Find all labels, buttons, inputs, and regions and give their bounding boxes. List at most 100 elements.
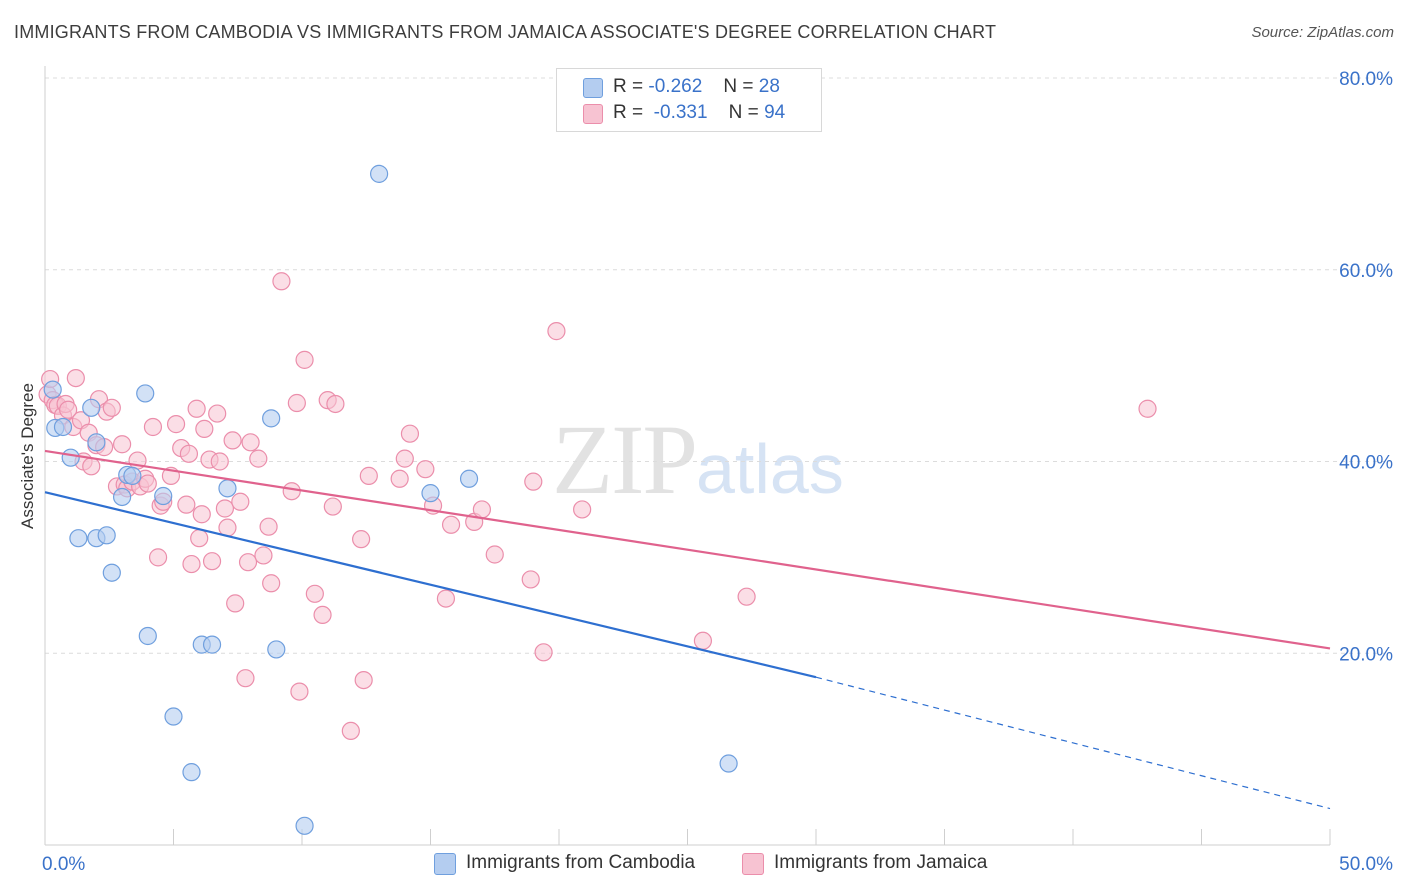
legend-r-label: R = xyxy=(613,102,644,123)
cambodia-swatch xyxy=(434,853,456,875)
correlation-legend: R = -0.262 N = 28 R = -0.331 N = 94 xyxy=(556,68,822,132)
legend-r-value: -0.331 xyxy=(653,102,708,123)
jamaica-point xyxy=(102,398,121,417)
legend-text-cambodia: R = -0.262 N = 28 xyxy=(613,76,780,98)
y-tick-label: 20.0% xyxy=(1339,644,1393,665)
jamaica-point xyxy=(236,669,255,688)
legend-n-label: N = xyxy=(728,102,759,123)
legend-text-jamaica: R = -0.331 N = 94 xyxy=(613,102,785,124)
jamaica-point xyxy=(138,474,157,493)
legend-n-value: 94 xyxy=(764,102,786,123)
jamaica-point xyxy=(352,530,371,549)
x-tick-label: 50.0% xyxy=(1339,854,1393,875)
tick-label-layer: 20.0% 40.0% 60.0% 80.0% 0.0% 50.0% xyxy=(42,69,1393,875)
jamaica-points xyxy=(38,272,1157,741)
legend-n-value: 28 xyxy=(758,76,780,97)
jamaica-point xyxy=(485,545,504,564)
cambodia-point xyxy=(421,484,440,503)
jamaica-point xyxy=(262,574,281,593)
jamaica-point xyxy=(249,449,268,468)
jamaica-point xyxy=(693,631,713,650)
watermark-atlas: atlas xyxy=(696,430,844,508)
jamaica-point xyxy=(202,552,222,571)
jamaica-point xyxy=(472,500,491,519)
cambodia-point xyxy=(295,816,314,835)
jamaica-point xyxy=(295,350,314,369)
cambodia-point xyxy=(136,384,155,403)
trend-layer xyxy=(44,449,1331,810)
cambodia-point xyxy=(69,529,88,548)
x-tick-label: 0.0% xyxy=(42,854,85,875)
jamaica-trend-line xyxy=(44,449,1331,650)
jamaica-point xyxy=(313,605,332,625)
cambodia-point xyxy=(82,398,101,417)
legend-r-label: R = xyxy=(613,76,644,97)
cambodia-point xyxy=(97,526,116,545)
jamaica-point xyxy=(192,505,211,524)
cambodia-point xyxy=(182,763,201,782)
jamaica-point xyxy=(521,570,540,589)
jamaica-point xyxy=(390,469,409,488)
cambodia-point xyxy=(154,486,173,506)
cambodia-point xyxy=(267,640,286,659)
jamaica-point xyxy=(177,495,196,514)
jamaica-point xyxy=(190,529,209,548)
jamaica-point xyxy=(112,435,132,454)
jamaica-point xyxy=(179,444,199,463)
jamaica-point xyxy=(287,393,306,413)
jamaica-point xyxy=(210,452,229,471)
cambodia-point xyxy=(202,635,222,654)
jamaica-point xyxy=(290,682,309,701)
cambodia-point xyxy=(370,164,389,183)
jamaica-point xyxy=(359,466,378,485)
bottom-legend-label: Immigrants from Jamaica xyxy=(774,852,988,873)
jamaica-point xyxy=(436,589,456,608)
chart-title: IMMIGRANTS FROM CAMBODIA VS IMMIGRANTS F… xyxy=(14,22,997,42)
y-axis-title: Associate's Degree xyxy=(18,383,37,529)
cambodia-point xyxy=(459,469,479,488)
cambodia-point xyxy=(138,626,157,646)
cambodia-point xyxy=(102,563,121,582)
jamaica-point xyxy=(238,553,258,572)
jamaica-point xyxy=(737,587,756,606)
cambodia-swatch xyxy=(583,78,603,98)
bottom-legend-label: Immigrants from Cambodia xyxy=(466,852,696,873)
jamaica-point xyxy=(59,400,78,419)
jamaica-point xyxy=(534,643,553,662)
jamaica-point xyxy=(148,548,168,567)
jamaica-point xyxy=(259,517,278,536)
cambodia-trend-line xyxy=(44,491,817,679)
jamaica-point xyxy=(208,404,227,423)
y-tick-label: 80.0% xyxy=(1339,69,1393,90)
jamaica-point xyxy=(1138,399,1157,418)
jamaica-point xyxy=(416,460,435,479)
cambodia-point xyxy=(218,479,237,498)
jamaica-point xyxy=(182,554,201,574)
jamaica-point xyxy=(547,322,566,341)
jamaica-point xyxy=(305,584,324,603)
cambodia-point xyxy=(262,409,281,428)
legend-n-label: N = xyxy=(723,76,754,97)
jamaica-point xyxy=(82,457,101,476)
jamaica-point xyxy=(326,394,345,414)
source-label: Source: ZipAtlas.com xyxy=(1251,24,1394,41)
jamaica-point xyxy=(226,594,245,613)
jamaica-point xyxy=(524,472,543,491)
jamaica-point xyxy=(341,721,360,741)
cambodia-point xyxy=(61,448,80,467)
cambodia-point xyxy=(164,707,183,726)
jamaica-point xyxy=(166,415,186,434)
cambodia-point xyxy=(53,417,73,437)
jamaica-point xyxy=(254,546,273,565)
jamaica-point xyxy=(195,419,214,439)
jamaica-point xyxy=(231,492,250,511)
cambodia-point xyxy=(112,487,132,507)
axis-layer xyxy=(44,66,1331,846)
cambodia-trend-extension xyxy=(815,676,1331,810)
jamaica-point xyxy=(395,449,414,468)
cambodia-point xyxy=(123,466,142,485)
jamaica-point xyxy=(215,499,234,518)
cambodia-points xyxy=(43,164,738,835)
cambodia-point xyxy=(87,433,106,452)
